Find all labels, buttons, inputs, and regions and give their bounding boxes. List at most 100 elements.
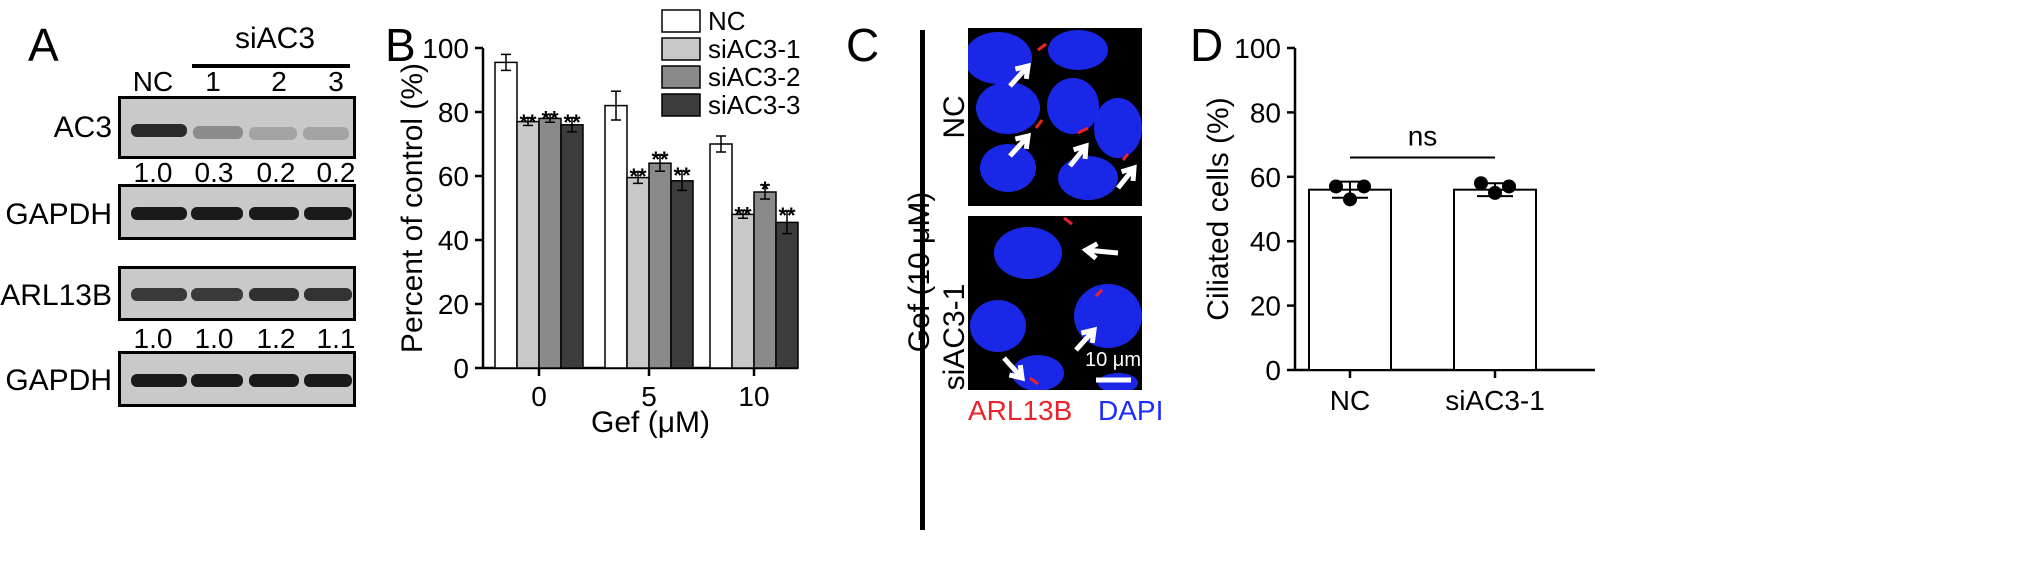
blot-band: [131, 207, 187, 220]
y-tick-label: 40: [1250, 226, 1281, 257]
band-ratio: 0.2: [256, 157, 296, 188]
cilium: [1034, 119, 1044, 129]
significance-mark: **: [519, 110, 537, 135]
y-tick-label: 20: [1250, 291, 1281, 322]
band-ratio: 1.2: [256, 323, 296, 354]
significance-mark: *: [761, 177, 770, 202]
data-point: [1329, 179, 1343, 194]
arrow-icon: [1008, 64, 1030, 88]
blot-band: [249, 127, 297, 140]
blot-band: [131, 288, 187, 301]
bar: [775, 221, 799, 369]
cilium: [1063, 216, 1073, 226]
legend-label: NC: [708, 6, 746, 36]
data-point: [1357, 179, 1371, 194]
arrow-icon: [1002, 356, 1024, 380]
legend-swatch: [661, 37, 701, 61]
scale-bar-label: 10 μm: [1085, 349, 1141, 371]
bar: [709, 143, 733, 369]
group-bracket-line: [192, 64, 350, 68]
blot-band: [249, 374, 299, 387]
y-tick-label: 60: [1250, 162, 1281, 193]
blot-row-label: AC3: [53, 111, 112, 144]
cilium: [1121, 153, 1130, 161]
y-axis-title: Ciliated cells (%): [1202, 97, 1235, 320]
blot-band: [303, 127, 349, 140]
legend-swatch: [661, 93, 701, 117]
legend-label: siAC3-1: [708, 34, 800, 64]
arrowhead-icon: [1080, 326, 1097, 344]
significance-mark: **: [541, 107, 559, 132]
blot-band: [249, 288, 299, 301]
bar: [626, 176, 650, 369]
bar: [753, 191, 777, 369]
bar: [648, 162, 672, 369]
bar: [516, 120, 540, 369]
legend-swatch: [661, 65, 701, 89]
bar: [494, 61, 518, 369]
blot-membrane-gapdh: [118, 184, 356, 240]
arrow-icon: [1074, 328, 1096, 352]
blot-band: [304, 288, 352, 301]
nucleus: [1012, 355, 1064, 390]
significance-mark: **: [629, 164, 647, 189]
nucleus: [980, 144, 1036, 192]
data-point: [1488, 185, 1502, 200]
blot-row-label: ARL13B: [0, 279, 112, 312]
y-tick-label: 0: [1265, 355, 1281, 386]
arrow-icon: [1008, 134, 1030, 158]
y-tick-label: 80: [438, 97, 469, 128]
significance-mark: **: [673, 163, 691, 188]
band-ratio: 0.3: [194, 157, 234, 188]
blot-band: [131, 124, 187, 137]
micro-images: 10 μm: [968, 28, 1142, 390]
micro-bracket-line: [920, 30, 925, 530]
x-tick-label: 0: [531, 381, 547, 412]
panel-c-label: C: [846, 19, 880, 71]
blot-band: [304, 207, 352, 220]
significance-mark: **: [651, 147, 669, 172]
arrowhead-icon: [1120, 164, 1137, 182]
legend-swatch: [661, 9, 701, 33]
blot-band: [191, 288, 243, 301]
nucleus: [1094, 98, 1142, 158]
y-tick-label: 100: [1234, 33, 1281, 64]
significance-mark: **: [778, 203, 796, 228]
blot-membrane-arl13b: [118, 266, 356, 321]
arrowhead-icon: [1008, 364, 1025, 382]
band-ratio: 0.2: [316, 157, 356, 188]
chart-d: 0 20 40 60 80 100 Ciliated cells (%) NC siAC3-1 n…: [1202, 33, 1595, 416]
bar: [538, 117, 562, 369]
y-tick-label: 20: [438, 289, 469, 320]
y-tick-label: 0: [453, 353, 469, 384]
data-point: [1474, 176, 1488, 191]
data-point: [1502, 179, 1516, 194]
panel-a-label: A: [28, 19, 59, 71]
blot-row-label: GAPDH: [5, 198, 112, 231]
lane-label: 1: [205, 66, 221, 97]
arrowhead-icon: [1081, 241, 1099, 261]
x-tick-label: 10: [738, 381, 769, 412]
arrowhead-icon: [1014, 62, 1031, 80]
lane-label: 3: [328, 66, 344, 97]
blot-band: [191, 207, 243, 220]
bar: [560, 124, 584, 369]
panel-d-label: D: [1190, 19, 1224, 71]
y-tick-label: 100: [422, 33, 469, 64]
x-tick-label: 5: [641, 381, 657, 412]
y-tick-label: 40: [438, 225, 469, 256]
micro-label-siac3-1: siAC3-1: [938, 283, 971, 391]
y-axis-title: Percent of control (%): [396, 63, 429, 353]
blot-membrane-gapdh-2: [118, 351, 356, 407]
arrowhead-icon: [1014, 132, 1031, 150]
y-tick-label: 60: [438, 161, 469, 192]
blot-band: [304, 374, 352, 387]
bar: [1453, 188, 1537, 371]
x-tick-label: siAC3-1: [1445, 385, 1545, 416]
bar: [731, 213, 755, 369]
nucleus: [1058, 156, 1118, 200]
x-tick-label: NC: [1330, 385, 1370, 416]
y-tick-label: 80: [1250, 97, 1281, 128]
micro-label-nc: NC: [938, 95, 971, 139]
